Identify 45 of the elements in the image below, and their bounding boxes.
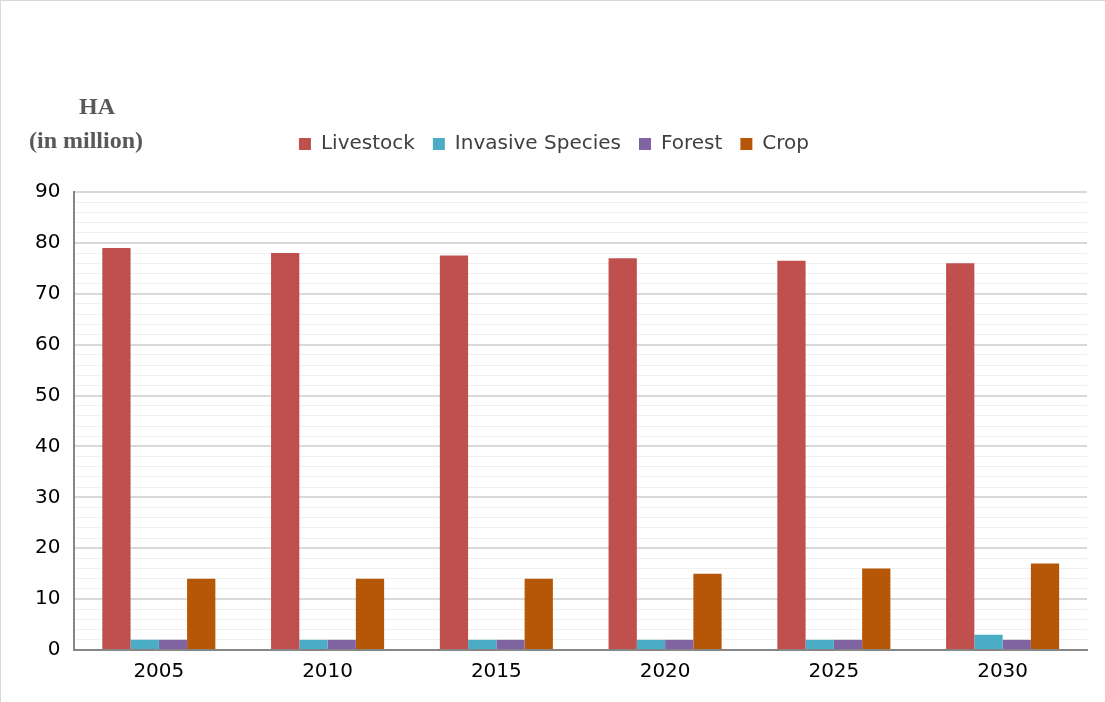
- bar: [130, 639, 159, 649]
- bar: [468, 639, 497, 649]
- bar: [327, 639, 356, 649]
- x-tick-label: 2005: [133, 658, 185, 683]
- legend-label: Invasive Species: [454, 130, 621, 155]
- bar: [187, 578, 216, 649]
- y-tick-label: 80: [35, 229, 61, 254]
- y-tick-label: 10: [35, 585, 61, 610]
- bar: [1030, 563, 1060, 649]
- bar: [636, 639, 666, 649]
- bar: [777, 260, 806, 649]
- bar: [1002, 639, 1031, 649]
- bar: [946, 263, 975, 649]
- bar: [833, 639, 863, 649]
- bar: [355, 578, 385, 649]
- x-tick-label: 2025: [808, 658, 860, 683]
- y-tick-label: 90: [35, 178, 61, 203]
- bar: [665, 639, 694, 649]
- y-tick-label: 0: [47, 636, 61, 661]
- bar: [299, 639, 328, 649]
- bar: [974, 634, 1003, 649]
- bar: [158, 639, 188, 649]
- y-tick-label: 30: [35, 483, 61, 508]
- bar: [439, 255, 469, 649]
- x-tick-label: 2015: [470, 658, 522, 683]
- legend-label: Forest: [660, 130, 723, 155]
- y-tick-label: 70: [35, 279, 61, 304]
- x-tick-label: 2010: [302, 658, 354, 683]
- legend-label: Livestock: [320, 130, 416, 155]
- bar: [271, 253, 300, 649]
- bar: [524, 578, 553, 649]
- bar: [805, 639, 834, 649]
- y-tick-label: 40: [35, 432, 61, 457]
- bar: [608, 258, 637, 649]
- bar: [693, 573, 722, 649]
- y-axis-title: HA (in million): [29, 93, 144, 153]
- y-tick-label: 20: [35, 534, 61, 559]
- x-tick-label: 2030: [977, 658, 1029, 683]
- bar: [496, 639, 525, 649]
- legend-label: Crop: [762, 130, 810, 155]
- y-tick-label: 60: [35, 330, 61, 355]
- x-tick-label: 2020: [639, 658, 691, 683]
- bar: [862, 568, 891, 649]
- bar: [102, 247, 131, 649]
- y-tick-label: 50: [35, 381, 61, 406]
